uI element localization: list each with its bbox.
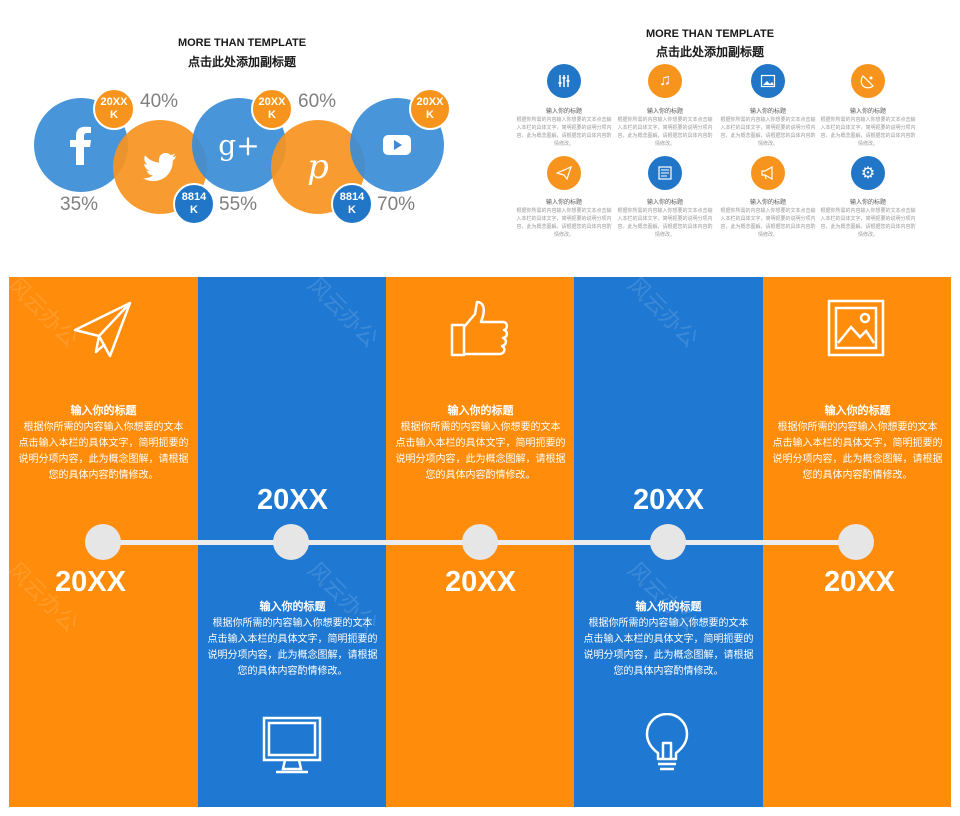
column-1-title: 输入你的标题 [70, 405, 137, 417]
column-1-body: 根据你所需的内容输入你想要的文本 点击输入本栏的具体文字，简明扼要的 说明分项内… [18, 422, 189, 481]
badge-pinterest: 8814 K [331, 183, 373, 225]
timeline-dot-3 [462, 524, 498, 560]
percent-youtube: 70% [377, 194, 416, 215]
grid-cell-body: 根据你所需的内容输入你想要的文本点击输入本栏的具体文字，简明扼要的说明分项内容，… [720, 117, 816, 147]
gear-icon: ⚙ [851, 156, 885, 190]
grid-subtitle: 点击此处添加副标题 [655, 45, 764, 59]
timeline-dot-1 [85, 524, 121, 560]
satellite-icon [851, 64, 885, 98]
timeline-dot-2 [273, 524, 309, 560]
pinterest-icon: p [307, 147, 329, 187]
grid-cell-body: 根据你所需的内容输入你想要的文本点击输入本栏的具体文字，简明扼要的说明分项内容，… [516, 208, 612, 238]
equalizer-icon [547, 64, 581, 98]
year-label-5: 20XX [824, 566, 895, 598]
column-2-title: 输入你的标题 [259, 601, 326, 613]
percent-google-plus: 55% [219, 194, 258, 215]
column-3-body: 根据你所需的内容输入你想要的文本 点击输入本栏的具体文字，简明扼要的 说明分项内… [395, 422, 566, 481]
paper-plane-icon [72, 298, 134, 365]
grid-cell-body: 根据你所需的内容输入你想要的文本点击输入本栏的具体文字，简明扼要的说明分项内容，… [820, 117, 916, 147]
grid-cell-body: 根据你所需的内容输入你想要的文本点击输入本栏的具体文字，简明扼要的说明分项内容，… [720, 208, 816, 238]
badge-google-plus: 20XX K [251, 88, 293, 130]
grid-cell-body: 根据你所需的内容输入你想要的文本点击输入本栏的具体文字，简明扼要的说明分项内容，… [820, 208, 916, 238]
paper-plane-icon [547, 156, 581, 190]
column-2-body: 根据你所需的内容输入你想要的文本 点击输入本栏的具体文字，简明扼要的 说明分项内… [207, 618, 378, 677]
column-4-title: 输入你的标题 [635, 601, 702, 613]
facebook-icon [70, 126, 91, 165]
music-icon: ♫ [648, 64, 682, 98]
grid-cell-title: 输入你的标题 [646, 200, 683, 206]
youtube-icon [383, 135, 411, 155]
thumbs-up-icon [449, 298, 511, 365]
badge-twitter: 8814 K [173, 183, 215, 225]
grid-cell-body: 根据你所需的内容输入你想要的文本点击输入本栏的具体文字，简明扼要的说明分项内容，… [617, 208, 713, 238]
percent-pinterest: 60% [298, 91, 337, 112]
column-5-title: 输入你的标题 [824, 405, 891, 417]
grid-cell-title: 输入你的标题 [849, 109, 886, 115]
grid-cell-title: 输入你的标题 [749, 200, 786, 206]
badge-youtube: 20XX K [409, 88, 451, 130]
grid-title: MORE THAN TEMPLATE [645, 28, 775, 40]
percent-facebook: 35% [60, 194, 99, 215]
timeline-dot-4 [650, 524, 686, 560]
grid-cell-title: 输入你的标题 [749, 109, 786, 115]
year-label-1: 20XX [55, 566, 126, 598]
grid-cell-title: 输入你的标题 [545, 109, 582, 115]
light-bulb-icon [644, 712, 690, 780]
percent-twitter: 40% [140, 91, 179, 112]
image-icon [751, 64, 785, 98]
grid-cell-body: 根据你所需的内容输入你想要的文本点击输入本栏的具体文字，简明扼要的说明分项内容，… [516, 117, 612, 147]
social-title: MORE THAN TEMPLATE [177, 37, 307, 49]
monitor-icon [261, 715, 323, 780]
grid-cell-title: 输入你的标题 [849, 200, 886, 206]
year-label-2: 20XX [257, 484, 328, 516]
timeline-dot-5 [838, 524, 874, 560]
document-icon [648, 156, 682, 190]
column-3-title: 输入你的标题 [447, 405, 514, 417]
year-label-3: 20XX [445, 566, 516, 598]
badge-facebook: 20XX K [93, 88, 135, 130]
twitter-icon [143, 153, 176, 181]
picture-frame-icon [826, 298, 886, 363]
social-subtitle: 点击此处添加副标题 [187, 55, 296, 69]
column-5-body: 根据你所需的内容输入你想要的文本 点击输入本栏的具体文字，简明扼要的 说明分项内… [772, 422, 943, 481]
grid-cell-body: 根据你所需的内容输入你想要的文本点击输入本栏的具体文字，简明扼要的说明分项内容，… [617, 117, 713, 147]
google-plus-icon: g+ [218, 128, 260, 162]
grid-cell-title: 输入你的标题 [545, 200, 582, 206]
column-4-body: 根据你所需的内容输入你想要的文本 点击输入本栏的具体文字，简明扼要的 说明分项内… [583, 618, 754, 677]
megaphone-icon [751, 156, 785, 190]
year-label-4: 20XX [633, 484, 704, 516]
grid-cell-title: 输入你的标题 [646, 109, 683, 115]
